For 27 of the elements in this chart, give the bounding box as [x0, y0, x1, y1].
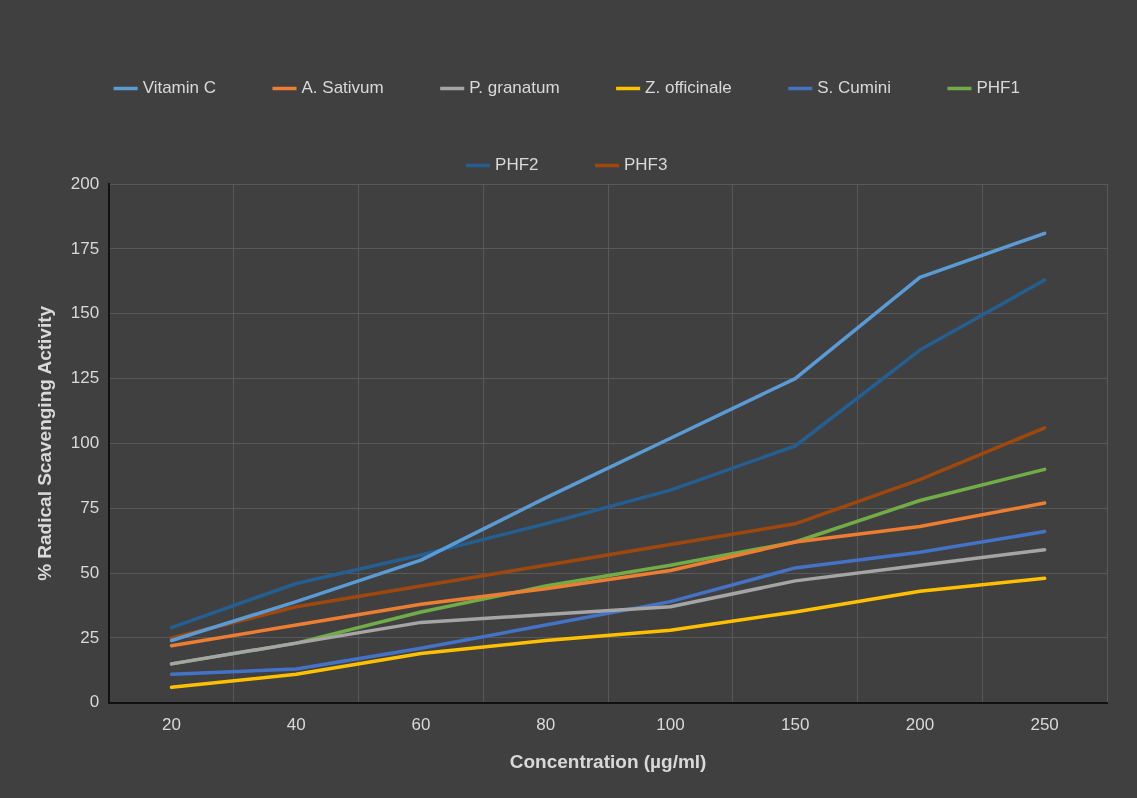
x-tick-label: 40: [286, 714, 306, 734]
legend-label: Vitamin C: [142, 78, 217, 98]
legend-label: PHF1: [976, 78, 1020, 98]
y-tick-label: 75: [80, 497, 100, 517]
y-tick-label: 150: [70, 303, 100, 323]
y-tick-label: 200: [70, 173, 100, 193]
y-tick-label: 50: [80, 562, 100, 582]
x-tick-label: 150: [780, 714, 810, 734]
y-tick-label: 25: [80, 627, 100, 647]
legend-label: A. Sativum: [301, 78, 384, 98]
x-tick-label: 20: [162, 714, 181, 734]
x-axis-title: Concentration (µg/ml): [509, 750, 707, 772]
y-tick-label: 175: [70, 238, 100, 258]
y-axis-title: % Radical Scavenging Activity: [33, 305, 55, 581]
x-tick-label: 60: [411, 714, 431, 734]
legend-label: P. granatum: [469, 78, 560, 98]
legend-label: PHF2: [495, 155, 539, 175]
y-tick-label: 100: [70, 433, 100, 453]
x-tick-label: 200: [905, 714, 935, 734]
legend-label: Z. officinale: [645, 78, 732, 98]
y-tick-label: 0: [89, 692, 100, 712]
x-tick-label: 100: [656, 714, 685, 734]
legend-label: S. Cumini: [817, 78, 891, 98]
x-tick-label: 80: [536, 714, 556, 734]
x-tick-label: 250: [1030, 714, 1059, 734]
y-tick-label: 125: [70, 368, 100, 388]
legend-label: PHF3: [624, 155, 668, 175]
